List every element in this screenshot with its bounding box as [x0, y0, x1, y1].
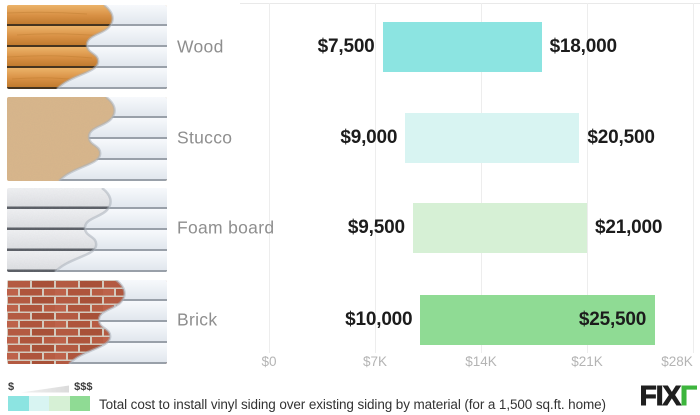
chart-caption: Total cost to install vinyl siding over … — [99, 397, 606, 412]
plot-top-border — [240, 3, 700, 4]
cost-bar-foam-board — [412, 203, 587, 253]
max-cost-label: $20,500 — [587, 126, 655, 148]
max-cost-label: $21,000 — [595, 217, 663, 238]
axis-tick-label: $21K — [571, 354, 603, 369]
gridline — [481, 3, 482, 353]
material-label: Wood — [177, 36, 224, 57]
material-label: Stucco — [177, 127, 233, 147]
min-cost-label: $9,000 — [340, 126, 398, 148]
axis-tick-label: $28K — [661, 354, 693, 369]
wood-siding-illustration — [7, 5, 167, 89]
legend-swatch — [49, 396, 70, 411]
brick-siding-illustration — [7, 280, 167, 364]
axis-tick-label: $0 — [261, 354, 277, 369]
cost-bar-brick — [420, 295, 656, 345]
gridline — [269, 3, 270, 353]
legend-wedge-icon — [21, 385, 70, 393]
foam-board-image — [7, 188, 167, 272]
legend-swatch — [28, 396, 49, 411]
wood-image — [7, 5, 167, 89]
max-cost-label: $25,500 — [578, 309, 647, 330]
legend-swatch — [69, 396, 90, 411]
legend-swatches — [8, 396, 92, 411]
material-label: Foam board — [177, 217, 275, 238]
foam-board-siding-illustration — [7, 188, 167, 272]
material-label: Brick — [177, 309, 218, 330]
cost-bar-stucco — [405, 112, 580, 163]
legend-swatch — [8, 396, 29, 411]
brick-image — [7, 280, 167, 364]
legend-high-label: $$$ — [74, 381, 93, 393]
axis-tick-label: $14K — [465, 354, 497, 369]
fixr-logo-fix: FIX — [639, 380, 682, 411]
axis-tick-label: $7K — [362, 354, 388, 369]
stucco-image — [7, 97, 167, 181]
gridline — [375, 3, 376, 353]
gridline — [587, 3, 588, 353]
fixr-logo-r-icon: Γ — [680, 380, 698, 411]
cost-legend: $ $$$ — [8, 382, 92, 411]
min-cost-label: $7,500 — [317, 36, 375, 57]
cost-bar-wood — [382, 22, 542, 72]
max-cost-label: $18,000 — [549, 36, 617, 57]
min-cost-label: $10,000 — [345, 309, 413, 330]
gridline — [693, 3, 694, 353]
stucco-siding-illustration — [7, 97, 167, 181]
fixr-logo[interactable]: FIXΓ — [639, 380, 698, 411]
min-cost-label: $9,500 — [347, 217, 405, 238]
legend-low-label: $ — [8, 381, 15, 393]
